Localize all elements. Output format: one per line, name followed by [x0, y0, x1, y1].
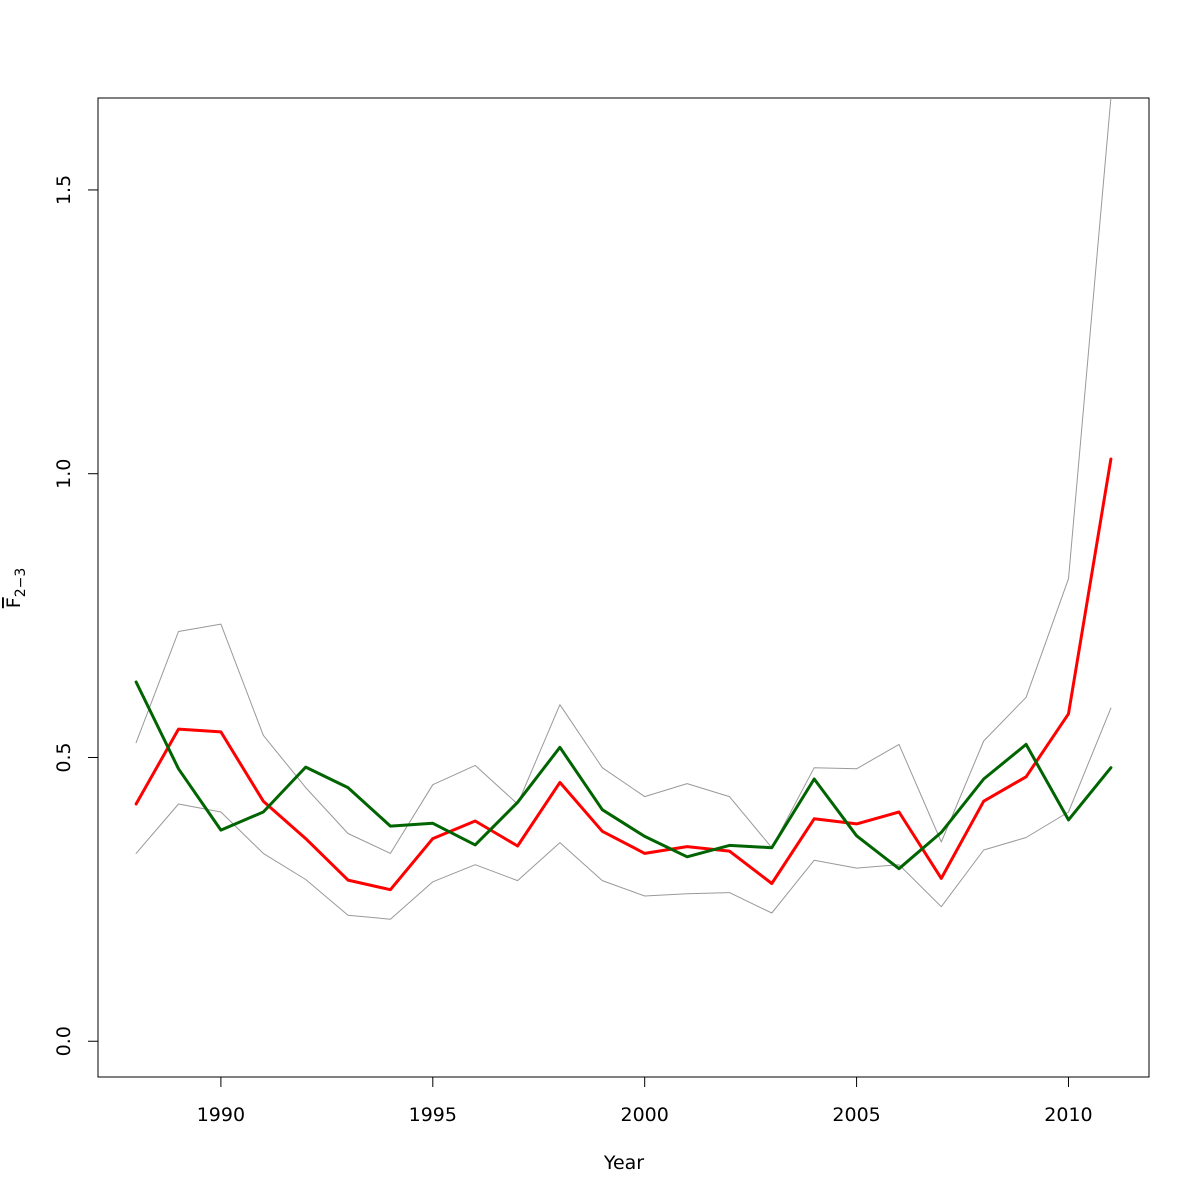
y-tick-label: 1.5 [53, 175, 75, 205]
x-tick-label: 2000 [621, 1104, 669, 1126]
series-layer [134, 98, 1113, 920]
series-line-upper [135, 98, 1112, 854]
x-tick-label: 1995 [409, 1104, 457, 1126]
y-axis-title-subscript: 2−3 [13, 568, 29, 598]
x-axis-title: Year [603, 1152, 644, 1174]
x-tick-label: 2010 [1044, 1104, 1092, 1126]
y-axis: 0.0 0.5 1.0 1.5 [53, 175, 99, 1056]
y-axis-title: F2−3 [3, 568, 29, 608]
y-tick-label: 0.0 [53, 1026, 75, 1056]
x-tick-label: 1990 [197, 1104, 245, 1126]
plot-frame [97, 97, 1150, 1078]
series-line-comparison [134, 680, 1113, 871]
y-tick-label: 1.0 [53, 459, 75, 489]
series-line-estimate [134, 457, 1113, 892]
x-tick-label: 2005 [832, 1104, 880, 1126]
x-axis: 1990 1995 2000 2005 2010 [197, 1076, 1093, 1126]
y-axis-title-base: F [3, 597, 25, 608]
series-line-lower [135, 707, 1112, 920]
y-tick-label: 0.5 [53, 742, 75, 772]
svg-text:F2−3: F2−3 [3, 568, 29, 608]
